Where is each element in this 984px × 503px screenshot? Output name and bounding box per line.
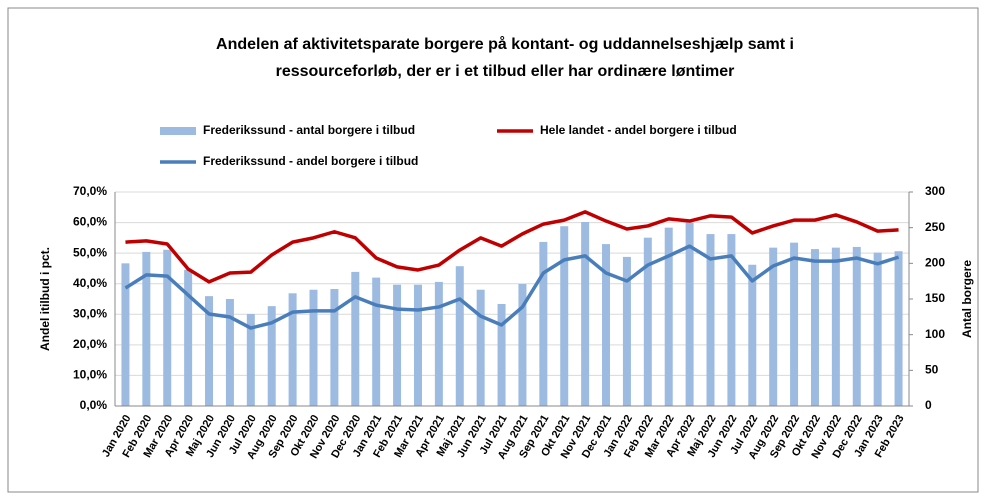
line [125,210,899,284]
chart-title: Andelen af aktivitetsparate borgere på k… [216,35,794,53]
bar [288,293,297,406]
bar [852,246,861,406]
y2-tick-label: 200 [925,256,945,270]
y-tick-label: 30,0% [73,306,107,320]
bar [246,313,255,406]
y2-tick-label: 300 [925,184,945,198]
bar [309,289,318,406]
y-tick-label: 50,0% [73,245,107,259]
y-tick-label: 10,0% [73,368,107,382]
bar [706,234,715,406]
legend-swatch [160,127,196,135]
bar [894,251,903,406]
bar [413,284,422,406]
bar [267,306,276,406]
bar [831,247,840,406]
bar [225,299,234,406]
bar [727,234,736,406]
y-tick-label: 60,0% [73,215,107,229]
bar [205,296,214,406]
y-tick-label: 20,0% [73,337,107,351]
legend-label: Frederikssund - andel borgere i tilbud [203,154,418,168]
bar [560,226,569,406]
legend-label: Hele landet - andel borgere i tilbud [540,123,737,137]
bar [873,252,882,406]
bar [790,242,799,406]
y2-tick-label: 0 [925,398,932,412]
y2-tick-label: 250 [925,220,945,234]
chart-frame [7,7,979,493]
bar [497,303,506,406]
bar [434,281,443,406]
y2-axis-label: Antal borgere [960,260,974,338]
legend-label: Frederikssund - antal borgere i tilbud [203,123,415,137]
bar [142,251,151,406]
bar [602,244,611,406]
y2-tick-label: 50 [925,363,939,377]
bar [769,247,778,406]
line [124,244,900,330]
y2-tick-label: 150 [925,291,945,305]
bar [393,284,402,406]
bar [372,277,381,406]
bar [748,264,757,406]
y-tick-label: 40,0% [73,276,107,290]
bar [121,263,130,406]
bar [184,269,193,406]
y-axis-label: Andel itilbud i pct. [38,247,52,351]
bar [539,241,548,406]
bar [351,271,360,406]
bar [810,249,819,406]
bar [664,227,673,406]
bar [455,266,464,406]
bar [643,237,652,406]
bar [476,289,485,406]
bar [518,284,527,406]
bar [581,221,590,406]
y-tick-label: 70,0% [73,184,107,198]
bar [163,249,172,406]
bar [622,256,631,406]
y-tick-label: 0,0% [80,398,108,412]
chart-title: ressourceforløb, der er i et tilbud elle… [276,63,735,80]
bar [685,222,694,406]
y2-tick-label: 100 [925,327,945,341]
bar [330,289,339,406]
